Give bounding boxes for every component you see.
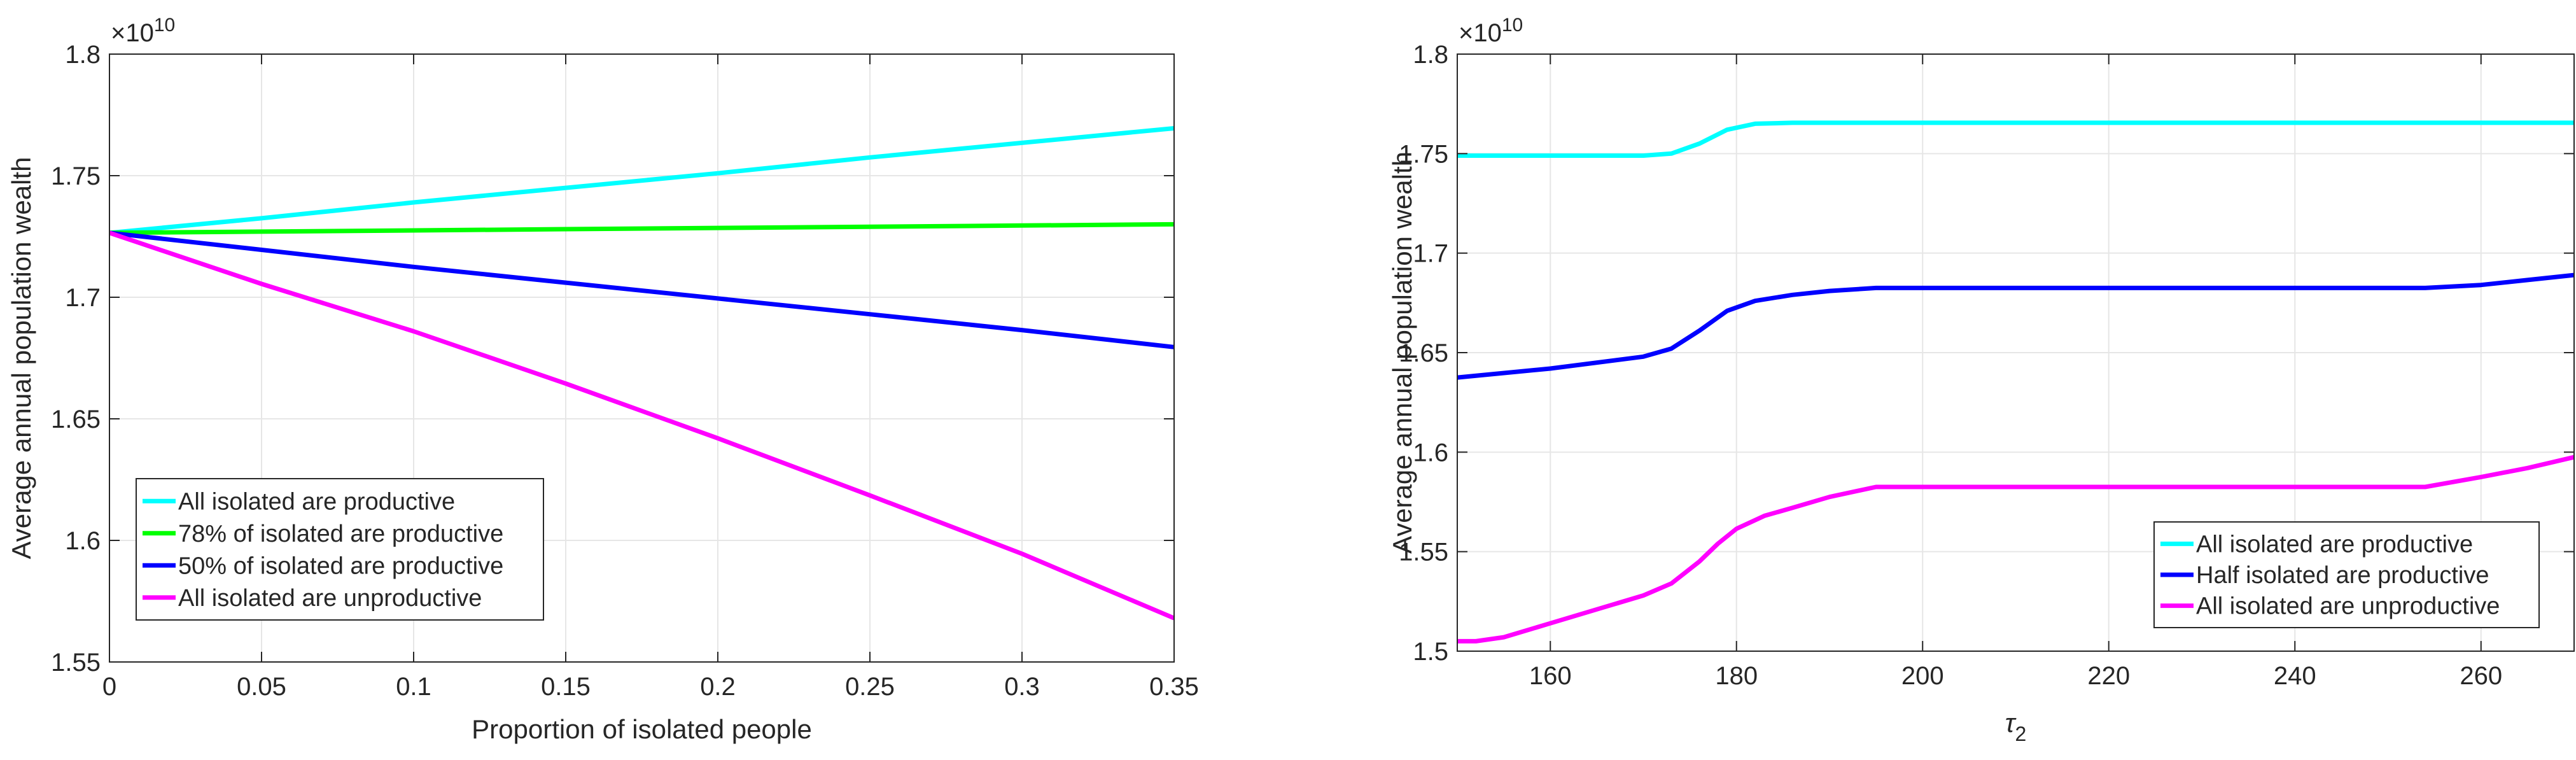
legend-label: All isolated are unproductive bbox=[178, 585, 482, 612]
right-series-lines bbox=[1457, 120, 2575, 644]
right-chart: 160 180 200 220 240 260 1.5 1.55 1.6 1.65 1.7 1.75 1… bbox=[1387, 15, 2575, 745]
y-tick-label: 1.5 bbox=[1413, 638, 1448, 666]
x-tick-label: 260 bbox=[2460, 662, 2502, 690]
x-tick-label: 0.1 bbox=[396, 673, 431, 701]
right-y-multiplier: ×1010 bbox=[1459, 15, 1523, 47]
left-legend: All isolated are productive 78% of isolat… bbox=[136, 478, 544, 621]
right-legend: All isolated are productive Half isolated… bbox=[2153, 521, 2540, 628]
x-tick-label: 0.2 bbox=[700, 673, 736, 701]
right-y-axis-label: Average annual population wealth bbox=[1387, 151, 1417, 554]
x-tick-label: 0.3 bbox=[1004, 673, 1040, 701]
y-tick-label: 1.65 bbox=[1399, 339, 1448, 367]
left-x-axis-label: Proportion of isolated people bbox=[472, 714, 812, 744]
legend-label: All isolated are productive bbox=[178, 488, 455, 515]
y-tick-label: 1.75 bbox=[1399, 140, 1448, 168]
y-tick-label: 1.55 bbox=[51, 649, 101, 677]
left-y-axis-label: Average annual population wealth bbox=[6, 157, 36, 559]
y-tick-label: 1.65 bbox=[51, 405, 101, 433]
legend-box bbox=[2153, 521, 2540, 628]
x-tick-label: 220 bbox=[2087, 662, 2130, 690]
series-line-2 bbox=[1457, 272, 2575, 380]
legend-label: All isolated are productive bbox=[2196, 531, 2473, 558]
right-x-axis-label: τ2 bbox=[2005, 708, 2027, 745]
legend-label: 78% of isolated are productive bbox=[178, 521, 503, 547]
x-tick-label: 0.05 bbox=[237, 673, 286, 701]
left-axes-box bbox=[109, 53, 1175, 663]
series-line-4 bbox=[108, 230, 1175, 621]
x-tick-label: 200 bbox=[1901, 662, 1944, 690]
left-ticks: 0 0.05 0.1 0.15 0.2 0.25 0.3 0.35 1.55 1.6 1.65 1.7… bbox=[51, 41, 1199, 701]
left-series-lines bbox=[108, 126, 1175, 621]
y-tick-label: 1.6 bbox=[65, 527, 101, 555]
legend-label: 50% of isolated are productive bbox=[178, 552, 503, 579]
x-tick-label: 160 bbox=[1529, 662, 1572, 690]
series-line-1 bbox=[109, 126, 1175, 236]
y-tick-label: 1.55 bbox=[1399, 538, 1448, 566]
y-tick-label: 1.8 bbox=[1413, 41, 1448, 69]
series-line-2 bbox=[109, 222, 1175, 236]
series-line-1 bbox=[1457, 120, 2574, 158]
y-tick-label: 1.7 bbox=[65, 284, 101, 312]
y-tick-label: 1.7 bbox=[1413, 240, 1448, 268]
series-line-3 bbox=[109, 230, 1175, 349]
y-tick-label: 1.6 bbox=[1413, 439, 1448, 467]
legend-label: All isolated are unproductive bbox=[2196, 593, 2500, 620]
legend-label: Half isolated are productive bbox=[2196, 562, 2489, 589]
left-chart: 0 0.05 0.1 0.15 0.2 0.25 0.3 0.35 1.55 1.6 1.65 1.7… bbox=[6, 15, 1199, 744]
legend-box bbox=[136, 478, 544, 621]
x-tick-label: 0 bbox=[102, 673, 116, 701]
y-tick-label: 1.8 bbox=[65, 41, 101, 69]
x-tick-label: 0.25 bbox=[845, 673, 895, 701]
x-tick-label: 0.35 bbox=[1149, 673, 1199, 701]
left-y-multiplier: ×1010 bbox=[111, 15, 175, 47]
right-ticks: 160 180 200 220 240 260 1.5 1.55 1.6 1.65 1.7 1.75 1… bbox=[1399, 41, 2574, 690]
x-tick-label: 0.15 bbox=[541, 673, 591, 701]
x-tick-label: 180 bbox=[1715, 662, 1758, 690]
series-line-3 bbox=[1457, 454, 2575, 644]
x-tick-label: 240 bbox=[2274, 662, 2316, 690]
y-tick-label: 1.75 bbox=[51, 162, 101, 190]
